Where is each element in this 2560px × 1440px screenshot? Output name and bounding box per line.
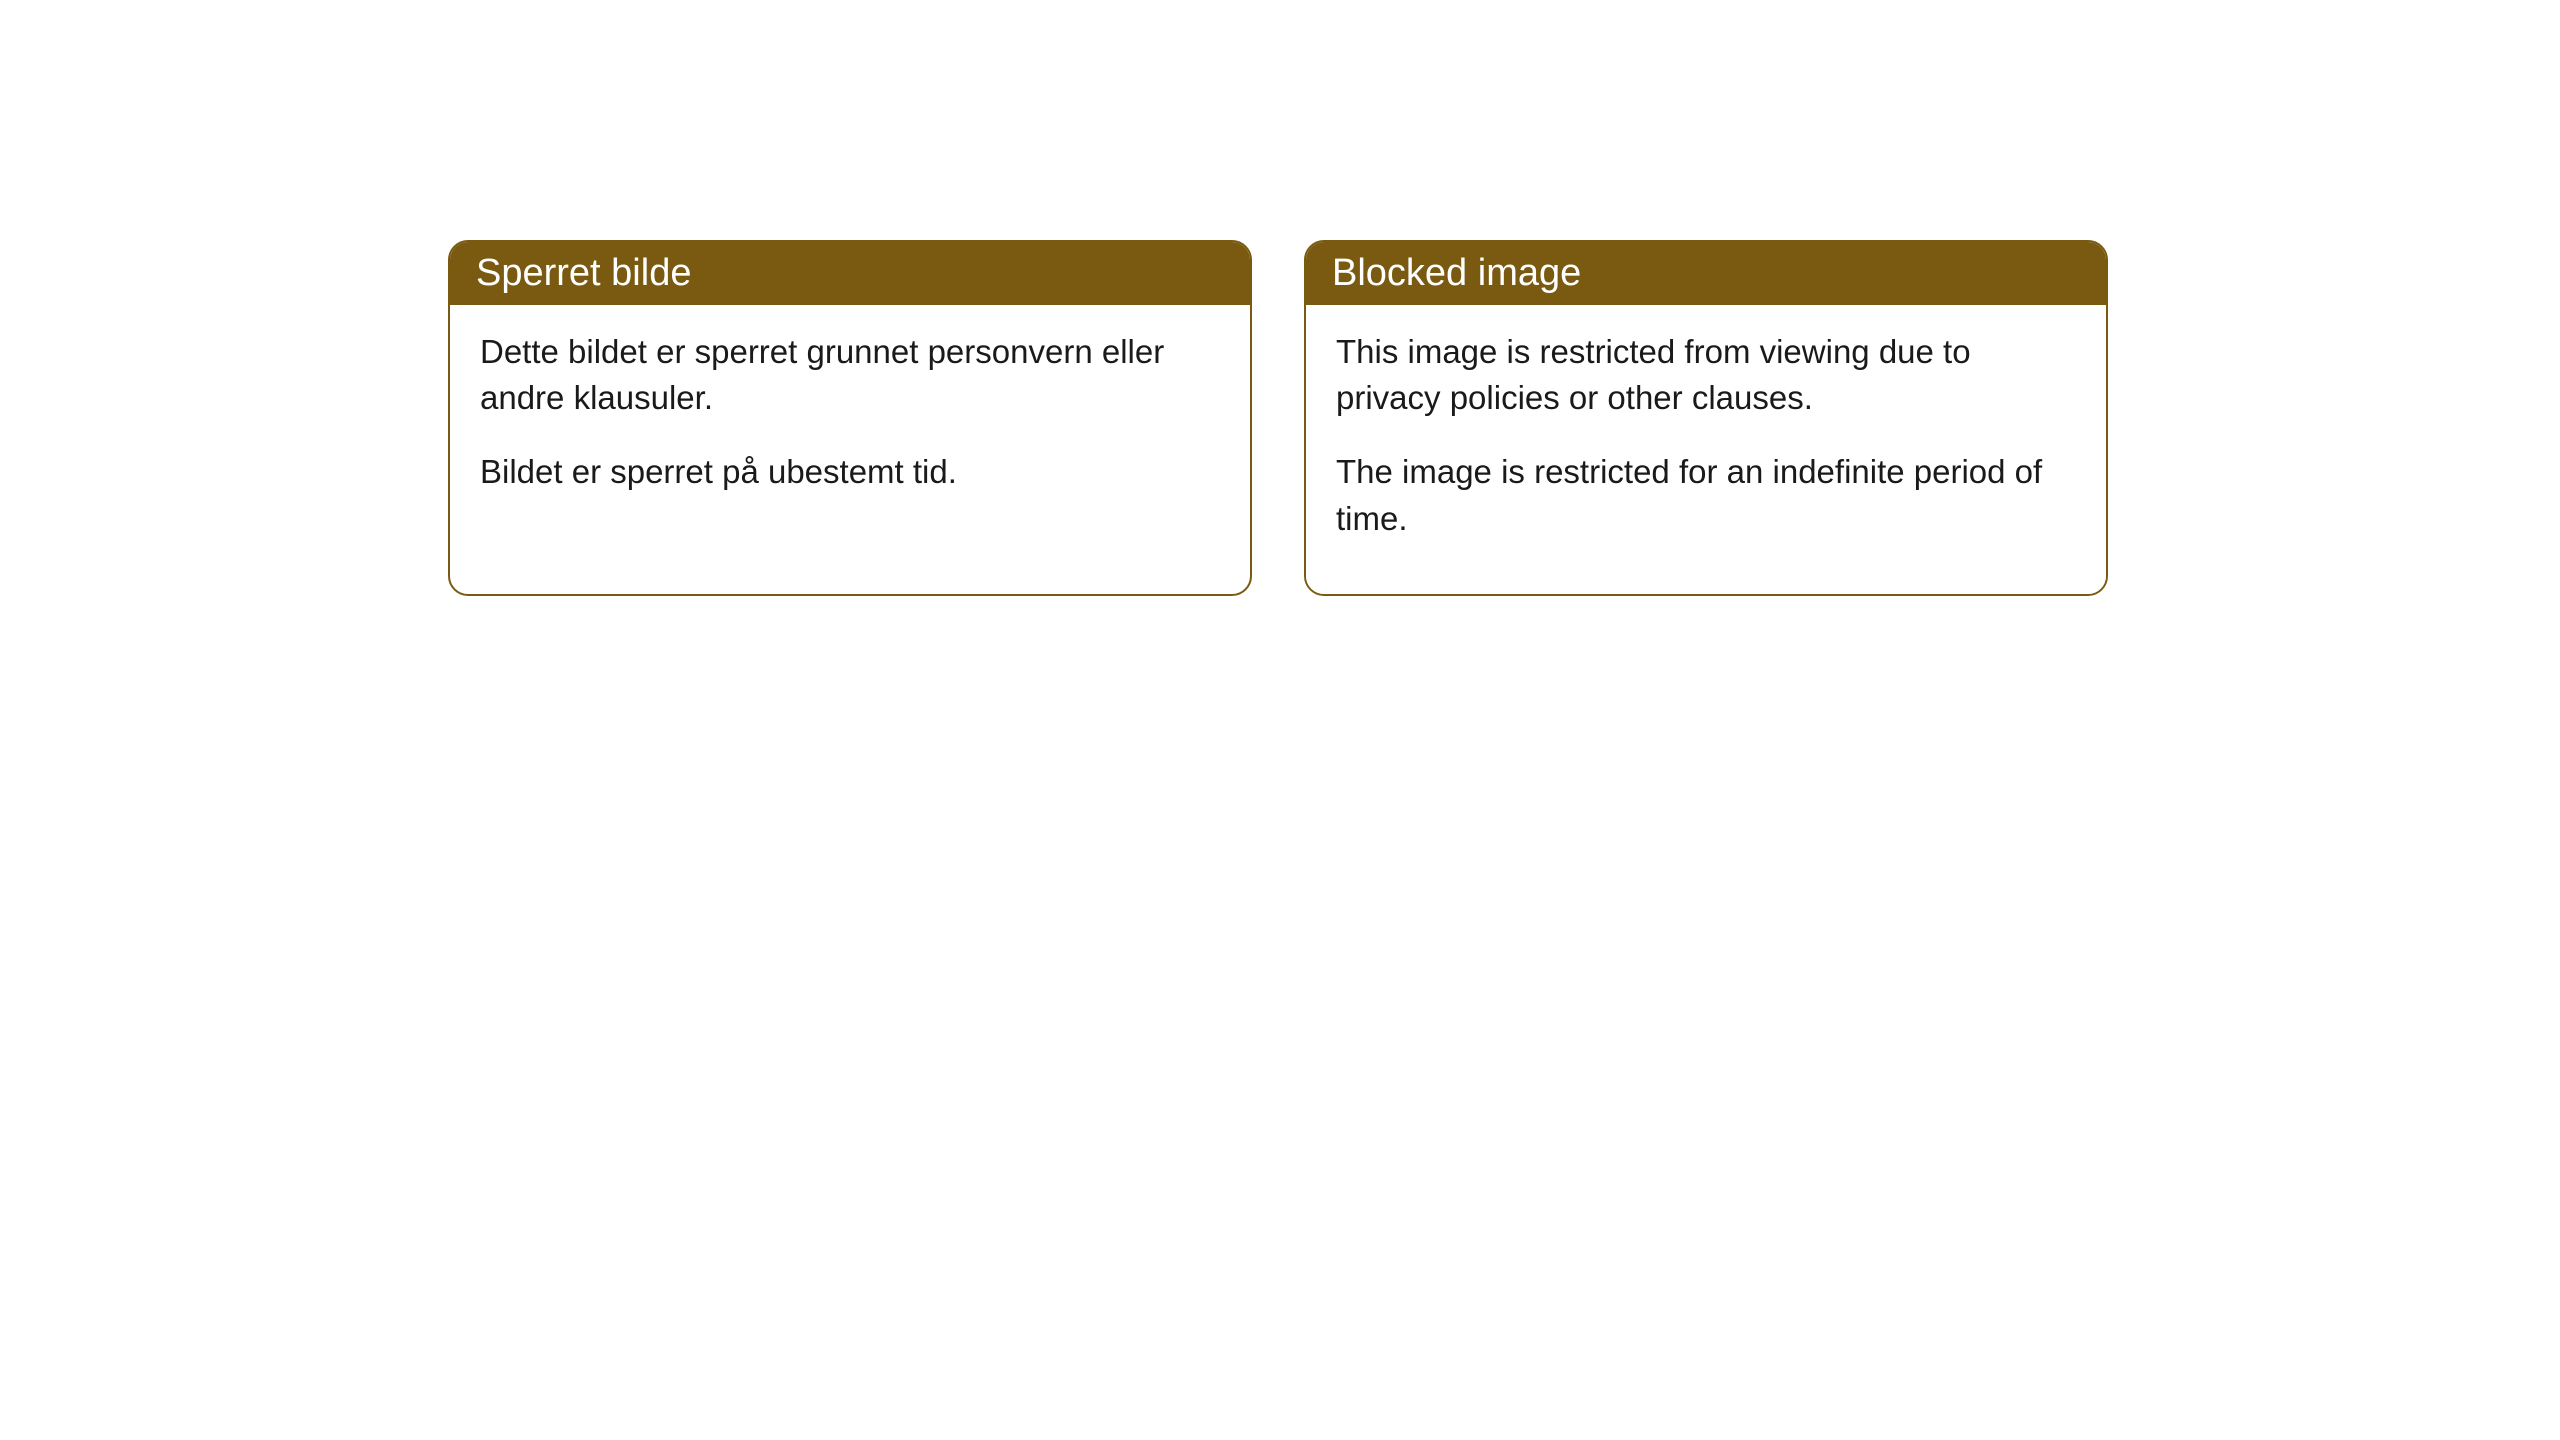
cards-container: Sperret bilde Dette bildet er sperret gr… bbox=[0, 0, 2560, 596]
card-paragraph-2-en: The image is restricted for an indefinit… bbox=[1336, 449, 2076, 541]
card-paragraph-2-no: Bildet er sperret på ubestemt tid. bbox=[480, 449, 1220, 495]
card-header-en: Blocked image bbox=[1306, 242, 2106, 305]
blocked-image-card-no: Sperret bilde Dette bildet er sperret gr… bbox=[448, 240, 1252, 596]
card-paragraph-1-en: This image is restricted from viewing du… bbox=[1336, 329, 2076, 421]
card-header-no: Sperret bilde bbox=[450, 242, 1250, 305]
card-body-en: This image is restricted from viewing du… bbox=[1306, 305, 2106, 594]
card-body-no: Dette bildet er sperret grunnet personve… bbox=[450, 305, 1250, 548]
blocked-image-card-en: Blocked image This image is restricted f… bbox=[1304, 240, 2108, 596]
card-paragraph-1-no: Dette bildet er sperret grunnet personve… bbox=[480, 329, 1220, 421]
